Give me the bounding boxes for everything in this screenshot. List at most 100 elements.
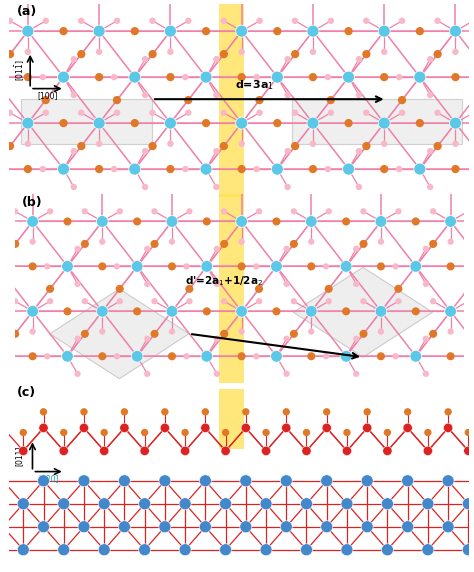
Circle shape	[220, 18, 227, 24]
Circle shape	[131, 119, 139, 127]
Circle shape	[141, 429, 148, 436]
Text: (b): (b)	[21, 196, 42, 209]
Circle shape	[43, 18, 49, 24]
Circle shape	[185, 109, 191, 116]
Circle shape	[364, 408, 371, 415]
Circle shape	[255, 285, 263, 293]
Circle shape	[361, 475, 373, 487]
Circle shape	[166, 165, 174, 173]
Circle shape	[356, 148, 362, 154]
Circle shape	[71, 92, 77, 98]
Circle shape	[74, 371, 81, 377]
Circle shape	[381, 49, 387, 55]
Circle shape	[240, 521, 252, 533]
Circle shape	[240, 475, 252, 487]
Circle shape	[182, 166, 189, 172]
Circle shape	[343, 429, 351, 436]
Circle shape	[280, 475, 292, 487]
Circle shape	[284, 184, 291, 190]
Circle shape	[237, 165, 246, 173]
Circle shape	[429, 329, 437, 338]
Circle shape	[325, 166, 331, 172]
Circle shape	[308, 239, 314, 245]
Circle shape	[353, 336, 359, 342]
Circle shape	[139, 544, 151, 556]
Circle shape	[284, 148, 291, 154]
Circle shape	[24, 165, 32, 173]
Circle shape	[342, 217, 350, 225]
Circle shape	[77, 50, 85, 58]
Circle shape	[167, 141, 173, 147]
Circle shape	[219, 544, 232, 556]
Circle shape	[307, 263, 315, 271]
Circle shape	[361, 521, 373, 533]
Circle shape	[283, 246, 290, 252]
Circle shape	[380, 165, 388, 173]
Circle shape	[161, 408, 169, 415]
Bar	[21, 99, 152, 144]
Circle shape	[200, 475, 211, 487]
Circle shape	[214, 371, 220, 377]
Circle shape	[452, 49, 459, 55]
Circle shape	[236, 305, 247, 317]
Circle shape	[342, 307, 350, 315]
Circle shape	[392, 263, 399, 269]
Circle shape	[59, 119, 68, 127]
Circle shape	[167, 49, 173, 55]
Circle shape	[291, 50, 299, 58]
Circle shape	[213, 148, 219, 154]
Text: [01$\bar{1}$]: [01$\bar{1}$]	[13, 59, 27, 81]
Circle shape	[282, 423, 291, 432]
Circle shape	[6, 142, 14, 150]
Circle shape	[100, 429, 108, 436]
Circle shape	[255, 96, 264, 104]
Circle shape	[422, 498, 434, 510]
Circle shape	[183, 353, 190, 359]
Circle shape	[27, 216, 38, 227]
Circle shape	[151, 298, 157, 304]
Circle shape	[414, 71, 426, 83]
Circle shape	[410, 351, 421, 362]
Circle shape	[12, 298, 18, 304]
Circle shape	[22, 117, 34, 129]
Circle shape	[325, 74, 331, 80]
Circle shape	[394, 285, 402, 293]
Circle shape	[410, 261, 421, 272]
Circle shape	[144, 246, 150, 252]
Circle shape	[149, 109, 155, 116]
Circle shape	[283, 371, 290, 377]
Circle shape	[327, 96, 335, 104]
Circle shape	[78, 109, 84, 116]
Circle shape	[307, 352, 315, 360]
Circle shape	[462, 544, 474, 556]
Circle shape	[280, 521, 292, 533]
Circle shape	[57, 163, 70, 175]
Circle shape	[253, 263, 259, 269]
Circle shape	[74, 336, 81, 342]
Circle shape	[179, 544, 191, 556]
Circle shape	[271, 71, 283, 83]
Circle shape	[321, 475, 333, 487]
Circle shape	[423, 246, 429, 252]
Circle shape	[423, 336, 429, 342]
Circle shape	[427, 148, 433, 154]
Circle shape	[292, 18, 298, 24]
Circle shape	[29, 328, 36, 335]
Circle shape	[273, 119, 282, 127]
Bar	[219, 389, 244, 448]
Circle shape	[323, 408, 330, 415]
Circle shape	[144, 371, 150, 377]
Circle shape	[238, 239, 245, 245]
Circle shape	[159, 521, 171, 533]
Circle shape	[236, 117, 247, 129]
Circle shape	[151, 329, 159, 338]
Circle shape	[168, 263, 176, 271]
Circle shape	[236, 25, 247, 37]
Circle shape	[238, 49, 245, 55]
Circle shape	[96, 141, 102, 147]
Circle shape	[221, 208, 227, 214]
Circle shape	[186, 208, 192, 214]
Circle shape	[81, 329, 89, 338]
Circle shape	[451, 165, 460, 173]
Circle shape	[353, 371, 359, 377]
